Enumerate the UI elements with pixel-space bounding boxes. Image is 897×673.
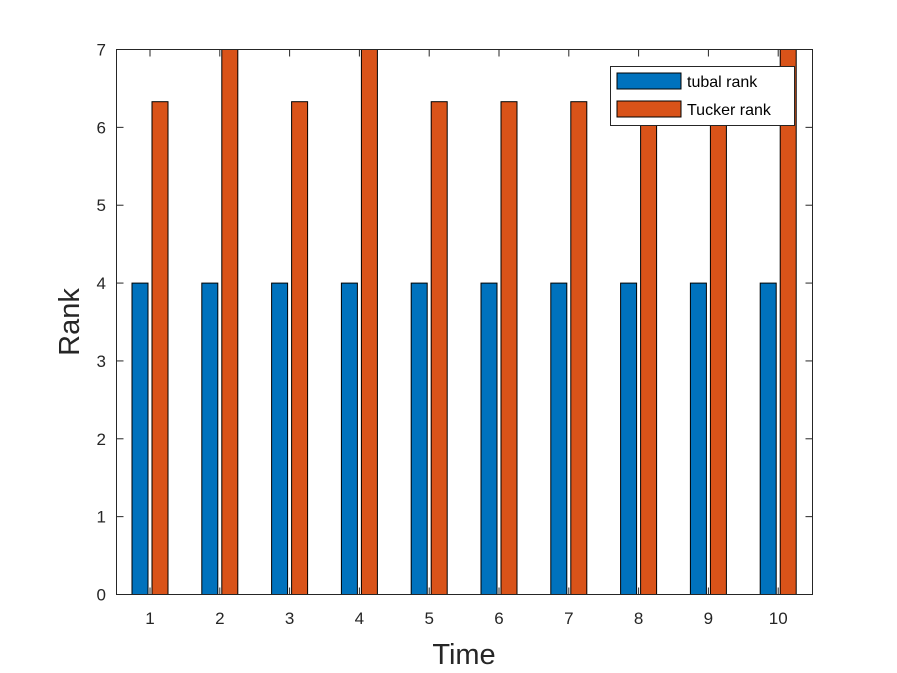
x-tick-label-2: 2 [215, 609, 224, 628]
y-tick-label-6: 6 [97, 118, 106, 137]
y-tick-label-5: 5 [97, 196, 106, 215]
legend: tubal rank Tucker rank [610, 66, 795, 126]
bar-tucker-rank-7 [570, 101, 588, 595]
bar-tucker-rank-2 [221, 49, 239, 595]
bar-tubal-rank-1 [131, 282, 149, 595]
y-tick-label-0: 0 [97, 586, 106, 605]
bar-tubal-rank-7 [550, 282, 568, 595]
bar-tubal-rank-8 [620, 282, 638, 595]
plot-area-frame [116, 49, 813, 595]
legend-label-tubal-rank: tubal rank [687, 74, 758, 91]
bar-tubal-rank-3 [271, 282, 289, 595]
bar-tucker-rank-6 [500, 101, 518, 595]
bar-tubal-rank-6 [480, 282, 498, 595]
y-tick-label-3: 3 [97, 352, 106, 371]
x-tick-label-9: 9 [704, 609, 713, 628]
bar-tucker-rank-1 [151, 101, 169, 595]
legend-swatch-tucker-rank [616, 100, 682, 118]
bar-tucker-rank-5 [430, 101, 448, 595]
bars-layer [131, 49, 797, 595]
bar-tucker-rank-9 [709, 101, 727, 595]
bar-tubal-rank-2 [201, 282, 219, 595]
x-tick-label-4: 4 [355, 609, 364, 628]
bar-tubal-rank-4 [340, 282, 358, 595]
bar-tucker-rank-3 [291, 101, 309, 595]
x-axis-title: Time [432, 639, 495, 671]
x-tick-label-7: 7 [564, 609, 573, 628]
x-tick-label-10: 10 [769, 609, 788, 628]
y-tick-label-7: 7 [97, 41, 106, 60]
bar-tubal-rank-10 [759, 282, 777, 595]
y-tick-label-2: 2 [97, 430, 106, 449]
legend-label-tucker-rank: Tucker rank [687, 102, 772, 119]
x-tick-label-3: 3 [285, 609, 294, 628]
x-tick-label-6: 6 [494, 609, 503, 628]
x-tick-label-1: 1 [145, 609, 154, 628]
legend-swatch-tubal-rank [616, 72, 682, 90]
bar-tubal-rank-5 [410, 282, 428, 595]
y-tick-label-4: 4 [97, 274, 106, 293]
x-tick-label-5: 5 [424, 609, 433, 628]
bar-tucker-rank-10 [779, 49, 797, 595]
bar-tucker-rank-4 [360, 49, 378, 595]
bar-tucker-rank-8 [640, 101, 658, 595]
bar-tubal-rank-9 [689, 282, 707, 595]
y-axis-title: Rank [54, 288, 86, 356]
y-tick-label-1: 1 [97, 508, 106, 527]
x-tick-label-8: 8 [634, 609, 643, 628]
ticks-layer: 1 2 3 4 5 6 7 8 9 10 0 1 2 3 4 5 6 7 [97, 41, 813, 628]
